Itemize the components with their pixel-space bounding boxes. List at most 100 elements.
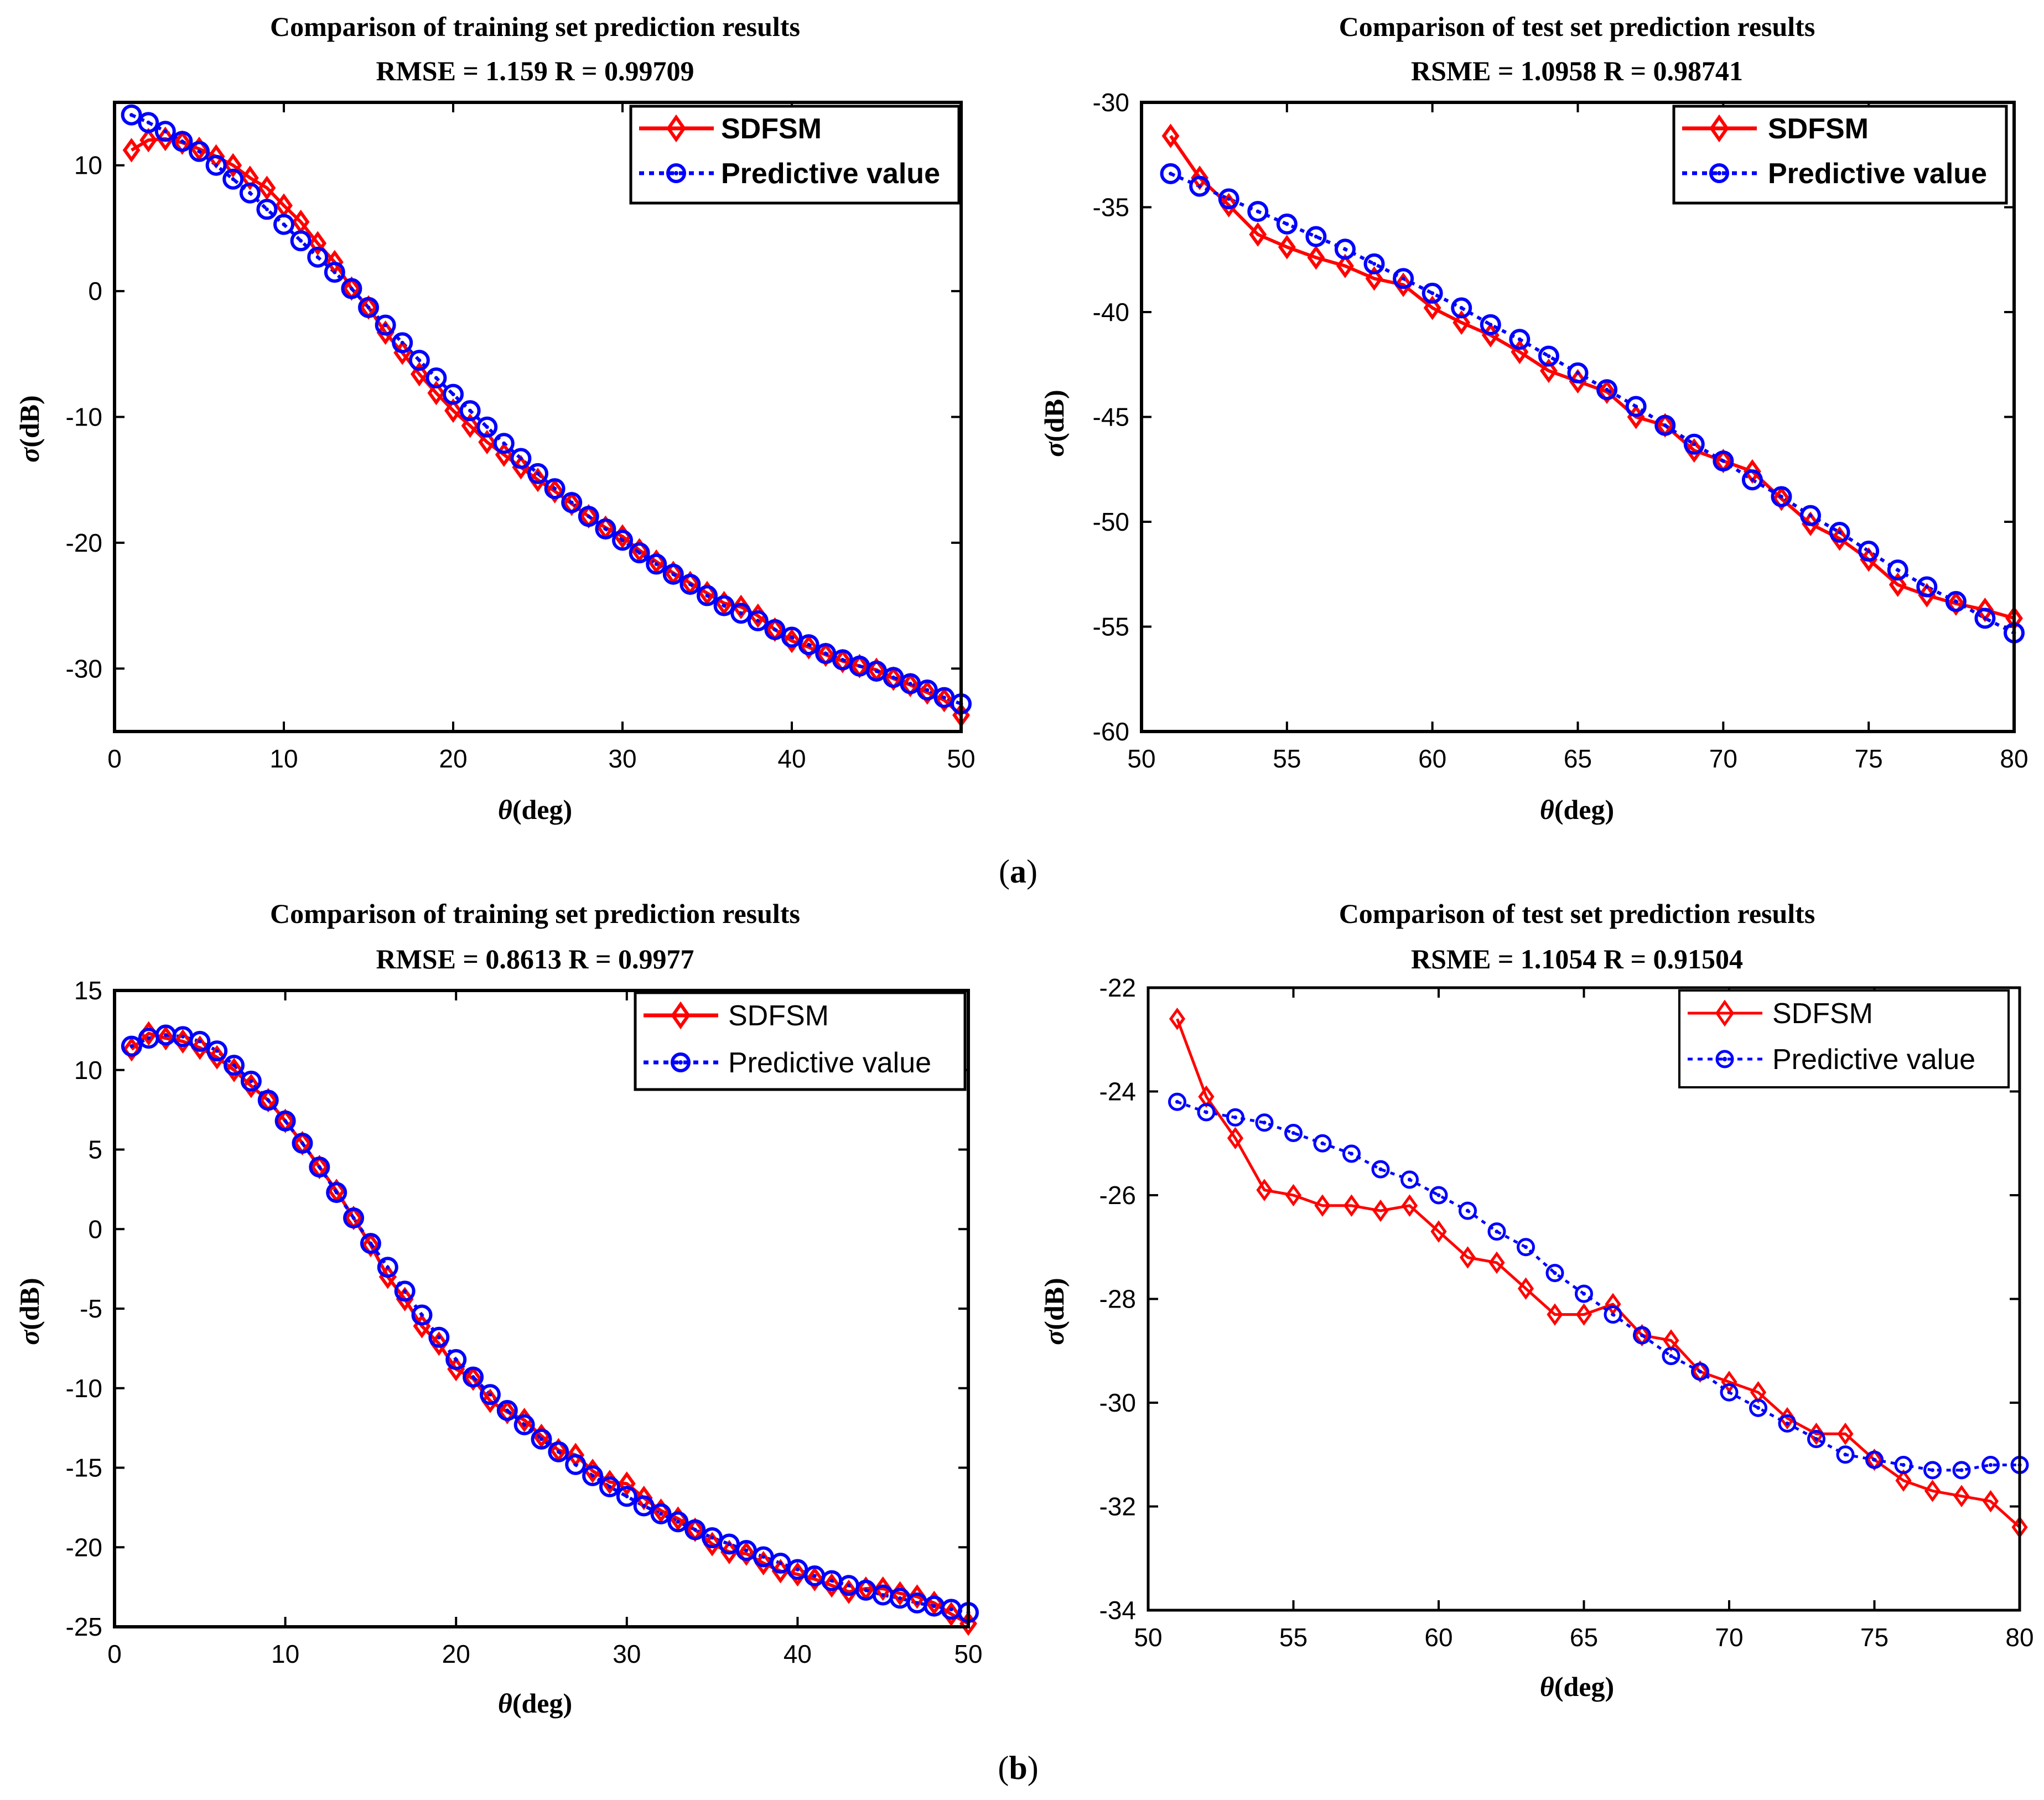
sdfsm-point bbox=[783, 629, 801, 653]
predictive-point bbox=[1545, 1264, 1564, 1283]
predictive-point bbox=[341, 278, 362, 299]
legend: SDFSM Predictive value bbox=[629, 105, 961, 205]
sdfsm-point bbox=[1314, 1194, 1331, 1217]
sdfsm-point bbox=[444, 398, 462, 423]
predictive-point bbox=[154, 121, 176, 142]
predictive-point bbox=[411, 1304, 433, 1326]
predictive-point-dot bbox=[1692, 442, 1697, 447]
predictive-point-dot bbox=[1808, 513, 1813, 518]
chart-a-training: Comparison of training set prediction re… bbox=[14, 11, 976, 825]
legend: SDFSM Predictive value bbox=[634, 991, 967, 1091]
y-tick-label: -10 bbox=[66, 1374, 102, 1403]
predictive-point bbox=[408, 350, 430, 371]
predictive-point-dot bbox=[264, 207, 269, 211]
predictive-point-dot bbox=[1233, 1115, 1237, 1119]
predictive-point bbox=[1683, 433, 1705, 455]
predictive-point-dot bbox=[248, 191, 252, 195]
sdfsm-point bbox=[1830, 526, 1849, 551]
predictive-point-dot bbox=[1314, 235, 1318, 239]
predictive-point-dot bbox=[898, 1596, 902, 1600]
sdfsm-point bbox=[1517, 1277, 1534, 1300]
predictive-point-dot bbox=[727, 1542, 732, 1546]
caption-a-close: ) bbox=[1026, 853, 1037, 890]
predictive-point bbox=[798, 634, 819, 656]
y-axis-unit: (dB) bbox=[14, 395, 45, 447]
sdfsm-point bbox=[174, 1029, 192, 1054]
predictive-point-dot bbox=[739, 611, 743, 615]
sdfsm-point bbox=[1924, 1480, 1941, 1502]
predictive-point bbox=[1567, 362, 1589, 383]
chart-title: Comparison of training set prediction re… bbox=[270, 898, 800, 929]
sdfsm-point bbox=[478, 429, 496, 455]
predictive-point bbox=[121, 1035, 142, 1057]
x-axis-label: θ(deg) bbox=[498, 794, 572, 825]
y-axis-label: σ(dB) bbox=[14, 395, 45, 462]
predictive-point-dot bbox=[864, 1588, 868, 1592]
predictive-point bbox=[629, 542, 650, 564]
y-axis-label: σ(dB) bbox=[1039, 1278, 1070, 1345]
sdfsm-point bbox=[840, 1579, 858, 1604]
predictive-point bbox=[684, 1519, 706, 1540]
y-axis-symbol: σ bbox=[1039, 1329, 1070, 1345]
predictive-point-dot bbox=[1750, 478, 1755, 482]
predictive-point-dot bbox=[671, 572, 676, 577]
chart-subtitle: RMSE = 0.8613 R = 0.9977 bbox=[376, 943, 694, 974]
predictive-point bbox=[1255, 1113, 1274, 1132]
predictive-point bbox=[565, 1454, 587, 1475]
predictive-point bbox=[1400, 1170, 1419, 1189]
predictive-point bbox=[1625, 396, 1647, 417]
sdfsm-point bbox=[242, 1073, 260, 1098]
predictive-point bbox=[1691, 1362, 1709, 1381]
predictive-point bbox=[916, 679, 938, 701]
sdfsm-point bbox=[788, 1562, 807, 1587]
sdfsm-point bbox=[546, 479, 564, 504]
series-predictive-line bbox=[131, 113, 962, 706]
sdfsm-point bbox=[225, 1057, 243, 1082]
y-axis-symbol: σ bbox=[1039, 441, 1070, 457]
sdfsm-point bbox=[1772, 486, 1791, 511]
predictive-point bbox=[662, 563, 684, 585]
predictive-point-dot bbox=[403, 1289, 407, 1293]
sdfsm-point bbox=[430, 1331, 448, 1356]
predictive-point-dot bbox=[1227, 196, 1231, 201]
predictive-point bbox=[375, 314, 396, 336]
predictive-point-dot bbox=[1814, 1437, 1818, 1441]
sdfsm-point bbox=[173, 130, 191, 155]
sdfsm-point bbox=[1685, 438, 1703, 463]
predictive-point-dot bbox=[1634, 404, 1638, 409]
predictive-point-dot bbox=[180, 139, 184, 143]
sdfsm-point bbox=[1249, 222, 1267, 247]
predictive-point bbox=[443, 383, 464, 405]
sdfsm-point bbox=[241, 165, 259, 190]
predictive-point-dot bbox=[1401, 276, 1405, 281]
predictive-point-dot bbox=[522, 1423, 527, 1427]
predictive-point bbox=[531, 1428, 552, 1450]
predictive-point-dot bbox=[1320, 1141, 1325, 1145]
series-group bbox=[1160, 123, 2025, 644]
y-tick-label: -35 bbox=[1093, 193, 1129, 222]
predictive-point bbox=[764, 619, 786, 640]
predictive-point bbox=[1654, 414, 1676, 436]
predictive-point-dot bbox=[847, 1583, 851, 1588]
predictive-point-dot bbox=[400, 340, 404, 345]
predictive-point-dot bbox=[1408, 1177, 1412, 1182]
series-predictive-line bbox=[131, 1033, 969, 1615]
predictive-point bbox=[747, 610, 769, 631]
y-tick-label: -50 bbox=[1093, 507, 1129, 536]
predictive-point-dot bbox=[434, 376, 438, 380]
legend-predictive-marker bbox=[1709, 163, 1729, 183]
predictive-point-dot bbox=[857, 664, 862, 668]
sdfsm-point bbox=[1459, 1246, 1476, 1269]
caption-a-open: ( bbox=[999, 853, 1010, 890]
predictive-point-dot bbox=[1466, 1208, 1470, 1213]
predictive-point bbox=[239, 182, 261, 204]
chart-subtitle: RSME = 1.1054 R = 0.91504 bbox=[1411, 943, 1743, 974]
predictive-point-dot bbox=[676, 1519, 680, 1524]
predictive-point-dot bbox=[608, 1485, 612, 1489]
x-axis-unit: (deg) bbox=[1554, 1671, 1614, 1702]
x-tick-label: 50 bbox=[947, 744, 975, 773]
predictive-point-dot bbox=[369, 1241, 373, 1246]
series-sdfsm-line bbox=[131, 137, 962, 717]
predictive-point-dot bbox=[1983, 616, 1987, 620]
predictive-point bbox=[1160, 163, 1181, 184]
